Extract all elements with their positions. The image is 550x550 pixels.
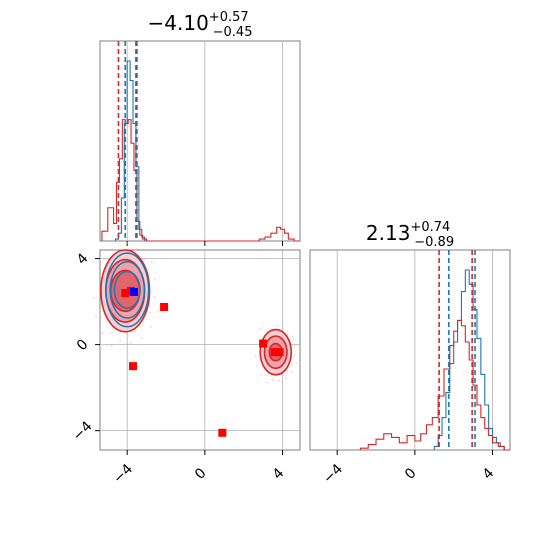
scatter-sample-point (276, 324, 279, 327)
red-marker (129, 362, 138, 371)
red-marker (270, 348, 279, 357)
red-marker (160, 302, 169, 311)
scatter-sample-point (109, 332, 112, 335)
right-hist-xtick-label: 4 (480, 465, 498, 483)
red-marker (218, 428, 227, 437)
red-marker (259, 339, 268, 348)
scatter-sample-point (286, 333, 289, 336)
right-hist-series-blue (433, 269, 511, 451)
right-histogram-title: 2.13+0.74 −0.89 (366, 220, 454, 250)
scatter-sample-point (291, 335, 294, 338)
blue-density-contour (109, 261, 146, 319)
scatter-ytick-label: 0 (74, 337, 92, 355)
scatter-sample-point (295, 362, 298, 364)
scatter-sample-point (142, 258, 145, 261)
scatter-sample-point (153, 296, 156, 299)
scatter-sample-point (134, 330, 137, 333)
scatter-sample-point (153, 278, 156, 281)
scatter-sample-point (129, 341, 132, 344)
scatter-sample-point (135, 248, 138, 250)
scatter-ytick-label: 4 (74, 250, 92, 268)
top-histogram-title: −4.10+0.57 −0.45 (148, 10, 253, 40)
scatter-xtick-label: −4 (110, 461, 136, 487)
scatter-sample-point (265, 374, 268, 377)
scatter-sample-point (286, 369, 289, 372)
top-hist-series-red (101, 119, 301, 242)
red-marker (275, 348, 284, 357)
scatter-sample-point (142, 323, 145, 326)
scatter-sample-point (259, 328, 261, 331)
top-hist-series-blue (114, 60, 151, 242)
right-hist-series-red (359, 319, 511, 451)
right-hist-xtick-label: −4 (320, 461, 346, 487)
blue-density-contour (113, 270, 141, 309)
scatter-sample-point (101, 332, 104, 335)
scatter-sample-point (282, 328, 285, 330)
top-histogram-panel (99, 40, 301, 246)
scatter-sample-point (95, 315, 97, 318)
scatter-contour-panel: −4 0 4 −4 0 4 (70, 242, 301, 487)
scatter-sample-point (266, 381, 269, 384)
red-marker (121, 289, 130, 298)
scatter-sample-point (149, 326, 152, 328)
scatter-sample-point (119, 339, 121, 342)
scatter-sample-point (293, 345, 296, 347)
scatter-sample-point (126, 242, 129, 245)
scatter-sample-point (260, 374, 262, 377)
scatter-sample-point (99, 248, 102, 251)
blue-marker (129, 287, 138, 296)
scatter-sample-point (278, 379, 281, 382)
right-histogram-panel: −4 0 4 (309, 249, 511, 487)
scatter-xtick-label: 0 (192, 465, 210, 483)
scatter-sample-point (150, 261, 153, 264)
scatter-sample-point (271, 378, 274, 381)
scatter-sample-point (290, 363, 293, 366)
scatter-sample-point (254, 355, 257, 357)
scatter-sample-point (281, 373, 284, 376)
scatter-sample-point (293, 354, 296, 357)
scatter-sample-point (285, 377, 287, 380)
right-hist-xtick-label: 0 (402, 465, 420, 483)
scatter-sample-point (92, 296, 95, 299)
scatter-sample-point (110, 344, 113, 347)
top-histogram-frame (99, 40, 301, 242)
right-histogram-frame (309, 249, 511, 451)
scatter-ytick-label: −4 (70, 418, 96, 444)
scatter-sample-point (149, 311, 152, 314)
blue-density-contour (105, 252, 150, 328)
scatter-sample-point (156, 309, 159, 312)
scatter-xtick-label: 4 (270, 465, 288, 483)
scatter-sample-point (291, 371, 293, 373)
scatter-sample-point (140, 336, 143, 339)
scatter-sample-point (256, 365, 258, 368)
